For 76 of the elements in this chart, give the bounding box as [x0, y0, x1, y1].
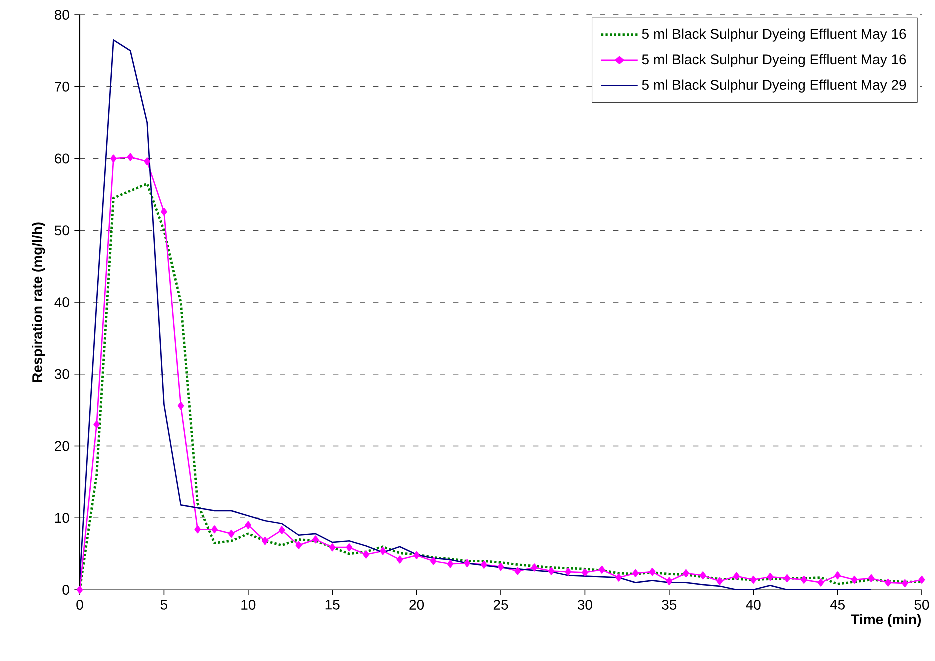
x-axis-title: Time (min) — [851, 614, 922, 628]
point — [649, 568, 656, 576]
y-tick-label: 60 — [55, 154, 70, 164]
point — [818, 578, 824, 587]
point — [750, 576, 757, 584]
point — [565, 568, 572, 576]
point — [834, 572, 841, 580]
legend-label: 5 ml Black Sulphur Dyeing Effluent May 16 — [642, 54, 906, 68]
x-tick-label: 15 — [326, 600, 340, 610]
point — [885, 578, 892, 587]
point — [868, 574, 875, 583]
y-tick-label: 50 — [54, 226, 70, 236]
x-tick-label: 35 — [662, 600, 677, 610]
point — [144, 158, 151, 166]
y-axis-title: Respiration rate (mg/l/h) — [32, 222, 46, 382]
x-tick-label: 45 — [830, 600, 845, 610]
point — [464, 559, 470, 568]
point — [396, 556, 404, 564]
point — [498, 562, 504, 571]
legend-label: 5 ml Black Sulphur Dyeing Effluent May 29 — [642, 80, 906, 93]
point — [380, 547, 386, 556]
point — [716, 577, 724, 586]
point — [329, 544, 336, 552]
point — [598, 566, 606, 574]
x-tick-label: 50 — [914, 600, 930, 610]
x-tick-label: 25 — [494, 600, 508, 610]
y-tick-label: 10 — [55, 513, 70, 524]
point — [430, 557, 437, 566]
point — [76, 586, 84, 594]
point — [296, 541, 302, 550]
point — [683, 569, 690, 578]
point — [414, 551, 420, 560]
point — [700, 572, 706, 580]
point — [278, 526, 286, 534]
point — [245, 521, 252, 530]
point — [447, 560, 454, 568]
point — [514, 567, 522, 576]
point — [178, 402, 184, 410]
point — [161, 208, 168, 216]
point — [616, 574, 622, 582]
y-tick-label: 0 — [62, 585, 70, 595]
point — [548, 567, 555, 576]
y-tick-label: 20 — [55, 441, 70, 452]
point — [312, 536, 319, 544]
x-tick-label: 20 — [410, 600, 424, 610]
x-tick-label: 5 — [160, 600, 168, 610]
point — [363, 550, 370, 559]
point — [800, 576, 808, 584]
point — [346, 544, 353, 552]
point — [582, 568, 588, 577]
point — [262, 537, 268, 546]
point — [532, 564, 538, 572]
point — [212, 526, 218, 534]
point — [632, 569, 639, 578]
point — [666, 577, 673, 586]
x-tick-label: 40 — [746, 600, 761, 610]
x-tick-label: 30 — [578, 600, 592, 610]
y-tick-label: 80 — [54, 10, 70, 20]
point — [127, 153, 134, 162]
point — [734, 572, 740, 580]
point — [110, 154, 117, 163]
y-tick-label: 30 — [54, 369, 70, 380]
y-tick-label: 40 — [54, 298, 70, 308]
point — [228, 530, 235, 538]
legend-label: 5 ml Black Sulphur Dyeing Effluent May 16 — [642, 28, 906, 42]
point — [194, 526, 202, 534]
point — [851, 576, 858, 584]
point — [480, 560, 488, 569]
point — [784, 574, 790, 583]
y-tick-label: 70 — [55, 82, 70, 92]
point — [94, 420, 100, 429]
x-tick-label: 0 — [76, 600, 84, 610]
x-tick-label: 10 — [242, 600, 256, 610]
point — [918, 576, 926, 584]
point — [767, 573, 774, 582]
point — [902, 580, 908, 588]
